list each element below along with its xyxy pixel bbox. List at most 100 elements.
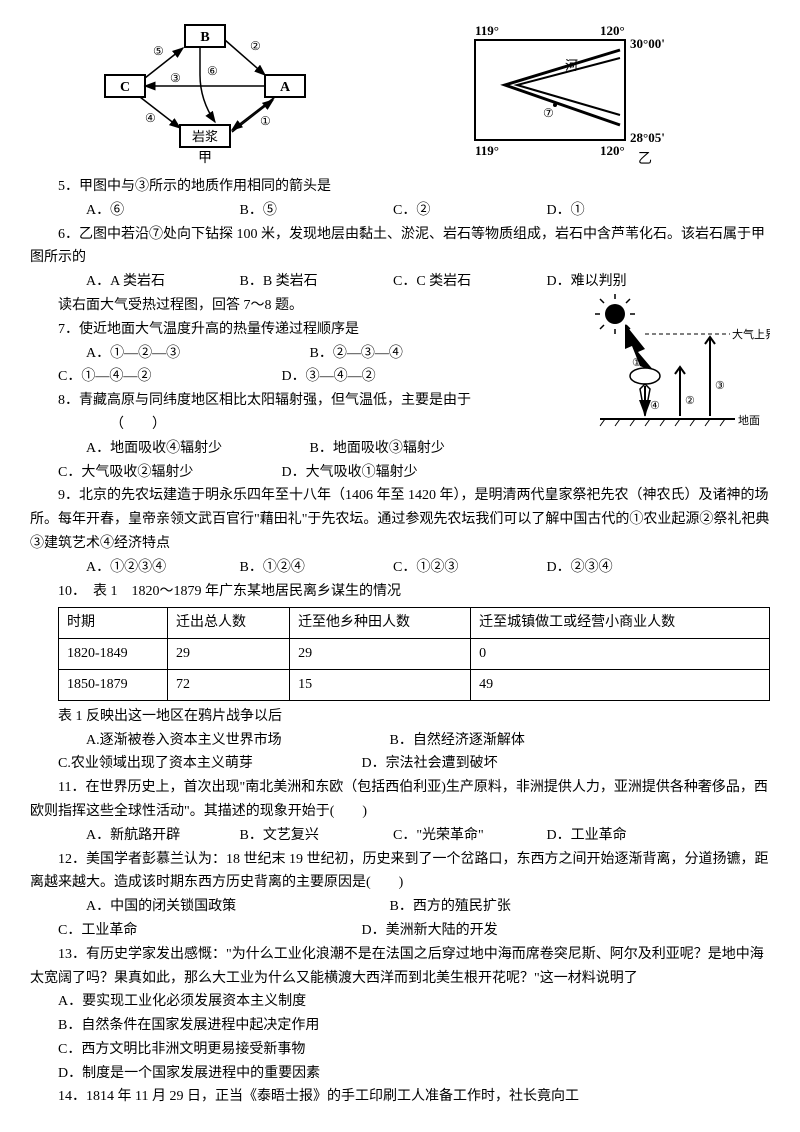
- cell: 29: [167, 639, 289, 670]
- lon-top-left: 119°: [475, 23, 499, 38]
- ground-label: 地面: [738, 414, 760, 427]
- q6-opt-a: A．A 类岩石: [58, 270, 208, 294]
- node-b-label: B: [200, 30, 209, 45]
- cell: 1820-1849: [59, 639, 168, 670]
- cell: 15: [290, 669, 471, 700]
- q7-opt-b: B．②—③—④: [282, 342, 403, 366]
- q6-opt-d: D．难以判别: [519, 270, 669, 294]
- col-farm: 迁至他乡种田人数: [290, 608, 471, 639]
- q12-opt-c: C．工业革命: [30, 919, 330, 943]
- q7-options: A．①—②—③ B．②—③—④ C．①—④—② D．③—④—②: [30, 342, 575, 390]
- q8-opt-b: B．地面吸收③辐射少: [282, 437, 445, 461]
- cell: 0: [471, 639, 770, 670]
- diagram-yi-caption: 乙: [638, 151, 652, 165]
- cell: 72: [167, 669, 289, 700]
- intro-7-8: 读右面大气受热过程图，回答 7～8 题。: [30, 294, 575, 318]
- table-header-row: 时期 迁出总人数 迁至他乡种田人数 迁至城镇做工或经营小商业人数: [59, 608, 770, 639]
- lat-top-right: 30°00': [630, 36, 665, 51]
- q12-options: A．中国的闭关锁国政策 B．西方的殖民扩张 C．工业革命 D．美洲新大陆的开发: [30, 895, 770, 943]
- q13-opt-a: A．要实现工业化必须发展资本主义制度: [30, 990, 770, 1014]
- q5-opt-b: B．⑤: [212, 199, 362, 223]
- cell: 49: [471, 669, 770, 700]
- q12-text: 12．美国学者彭慕兰认为：18 世纪末 19 世纪初，历史来到了一个岔路口，东西…: [30, 848, 770, 896]
- q7-opt-a: A．①—②—③: [58, 342, 278, 366]
- q10-options: A.逐渐被卷入资本主义世界市场 B．自然经济逐渐解体 C.农业领域出现了资本主义…: [30, 729, 770, 777]
- atm-label-3: ③: [715, 380, 725, 392]
- cell: 1850-1879: [59, 669, 168, 700]
- q8-text-span: 8．青藏高原与同纬度地区相比太阳辐射强，但气温低，主要是由于: [58, 393, 471, 408]
- q8-opt-d: D．大气吸收①辐射少: [254, 461, 418, 485]
- arrow-label-2: ②: [250, 39, 261, 53]
- q10-opt-b: B．自然经济逐渐解体: [362, 729, 662, 753]
- atm-label-2: ②: [685, 395, 695, 407]
- q9-text: 9．北京的先农坛建造于明永乐四年至十八年（1406 年至 1420 年），是明清…: [30, 484, 770, 555]
- q11-text: 11．在世界历史上，首次出现"南北美洲和东欧（包括西伯利亚)生产原料，非洲提供人…: [30, 776, 770, 824]
- table-row: 1820-1849 29 29 0: [59, 639, 770, 670]
- q12-opt-a: A．中国的闭关锁国政策: [58, 895, 358, 919]
- diagram-jia-svg: B C A 岩浆 ⑤ ② ③ ⑥ ④ ① 甲: [95, 20, 315, 165]
- atm-label-4: ④: [650, 400, 660, 412]
- q5-opt-d: D．①: [519, 199, 669, 223]
- q9-opt-b: B．①②④: [212, 556, 362, 580]
- q11-opt-b: B．文艺复兴: [212, 824, 362, 848]
- cell: 29: [290, 639, 471, 670]
- q10-table: 时期 迁出总人数 迁至他乡种田人数 迁至城镇做工或经营小商业人数 1820-18…: [58, 607, 770, 700]
- diagram-atmosphere: 大气上界 ① 地面 ④ ② ③: [590, 294, 770, 448]
- q9-opt-c: C．①②③: [365, 556, 515, 580]
- q7-text: 7．使近地面大气温度升高的热量传递过程顺序是: [30, 318, 575, 342]
- col-total: 迁出总人数: [167, 608, 289, 639]
- node-rock-label: 岩浆: [192, 129, 218, 144]
- diagram-yi: 119° 120° 30°00' 119° 120° 28°05' 河 ⑦ 乙: [445, 20, 705, 165]
- lon-bot-left: 119°: [475, 143, 499, 158]
- q10-opt-d: D．宗法社会遭到破坏: [334, 752, 634, 776]
- col-town: 迁至城镇做工或经营小商业人数: [471, 608, 770, 639]
- q10-opt-a: A.逐渐被卷入资本主义世界市场: [58, 729, 358, 753]
- q11-options: A．新航路开辟 B．文艺复兴 C．"光荣革命" D．工业革命: [30, 824, 770, 848]
- arrow-label-3: ③: [170, 71, 181, 85]
- q7-opt-d: D．③—④—②: [254, 365, 376, 389]
- q9-opt-a: A．①②③④: [58, 556, 208, 580]
- node-c-label: C: [120, 80, 130, 95]
- q10-after: 表 1 反映出这一地区在鸦片战争以后: [30, 705, 770, 729]
- q10-title: 10． 表 1 1820～1879 年广东某地居民离乡谋生的情况: [30, 580, 770, 604]
- q6-opt-b: B．B 类岩石: [212, 270, 362, 294]
- diagram-jia: B C A 岩浆 ⑤ ② ③ ⑥ ④ ① 甲: [95, 20, 315, 165]
- q8-options: A．地面吸收④辐射少 B．地面吸收③辐射少 C．大气吸收②辐射少 D．大气吸收①…: [30, 437, 575, 485]
- q8-blank: （ ）: [110, 417, 166, 432]
- table-row: 1850-1879 72 15 49: [59, 669, 770, 700]
- arrow-label-4: ④: [145, 111, 156, 125]
- diagram-row: B C A 岩浆 ⑤ ② ③ ⑥ ④ ① 甲: [30, 20, 770, 165]
- q11-opt-a: A．新航路开辟: [58, 824, 208, 848]
- lon-bot-right: 120°: [600, 143, 625, 158]
- river-label: 河: [565, 58, 578, 73]
- q11-opt-c: C．"光荣革命": [365, 824, 515, 848]
- q9-options: A．①②③④ B．①②④ C．①②③ D．②③④: [30, 556, 770, 580]
- q8-opt-c: C．大气吸收②辐射少: [30, 461, 250, 485]
- lat-bot-right: 28°05': [630, 130, 665, 145]
- diagram-jia-caption: 甲: [198, 151, 212, 165]
- q7-opt-c: C．①—④—②: [30, 365, 250, 389]
- q13-text: 13．有历史学家发出感慨："为什么工业化浪潮不是在法国之后穿过地中海而席卷突尼斯…: [30, 943, 770, 991]
- col-period: 时期: [59, 608, 168, 639]
- q13-opt-c: C．西方文明比非洲文明更易接受新事物: [30, 1038, 770, 1062]
- q5-opt-a: A．⑥: [58, 199, 208, 223]
- q8-text: 8．青藏高原与同纬度地区相比太阳辐射强，但气温低，主要是由于 （ ）: [30, 389, 575, 437]
- q12-opt-b: B．西方的殖民扩张: [362, 895, 662, 919]
- q6-opt-c: C．C 类岩石: [365, 270, 515, 294]
- q8-opt-a: A．地面吸收④辐射少: [58, 437, 278, 461]
- top-bound-label: 大气上界: [732, 327, 770, 341]
- q6-options: A．A 类岩石 B．B 类岩石 C．C 类岩石 D．难以判别: [30, 270, 770, 294]
- atm-label-1: ①: [632, 357, 642, 369]
- arrow-label-6: ⑥: [207, 64, 218, 78]
- diagram-atmosphere-svg: 大气上界 ① 地面 ④ ② ③: [590, 294, 770, 439]
- q11-opt-d: D．工业革命: [519, 824, 669, 848]
- q5-options: A．⑥ B．⑤ C．② D．①: [30, 199, 770, 223]
- arrow-label-5: ⑤: [153, 44, 164, 58]
- q9-opt-d: D．②③④: [519, 556, 669, 580]
- node-a-label: A: [280, 80, 291, 95]
- q12-opt-d: D．美洲新大陆的开发: [334, 919, 634, 943]
- drill-label: ⑦: [543, 106, 554, 120]
- q5-opt-c: C．②: [365, 199, 515, 223]
- q6-text: 6．乙图中若沿⑦处向下钻探 100 米，发现地层由黏土、淤泥、岩石等物质组成，岩…: [30, 223, 770, 271]
- diagram-yi-svg: 119° 120° 30°00' 119° 120° 28°05' 河 ⑦ 乙: [445, 20, 705, 165]
